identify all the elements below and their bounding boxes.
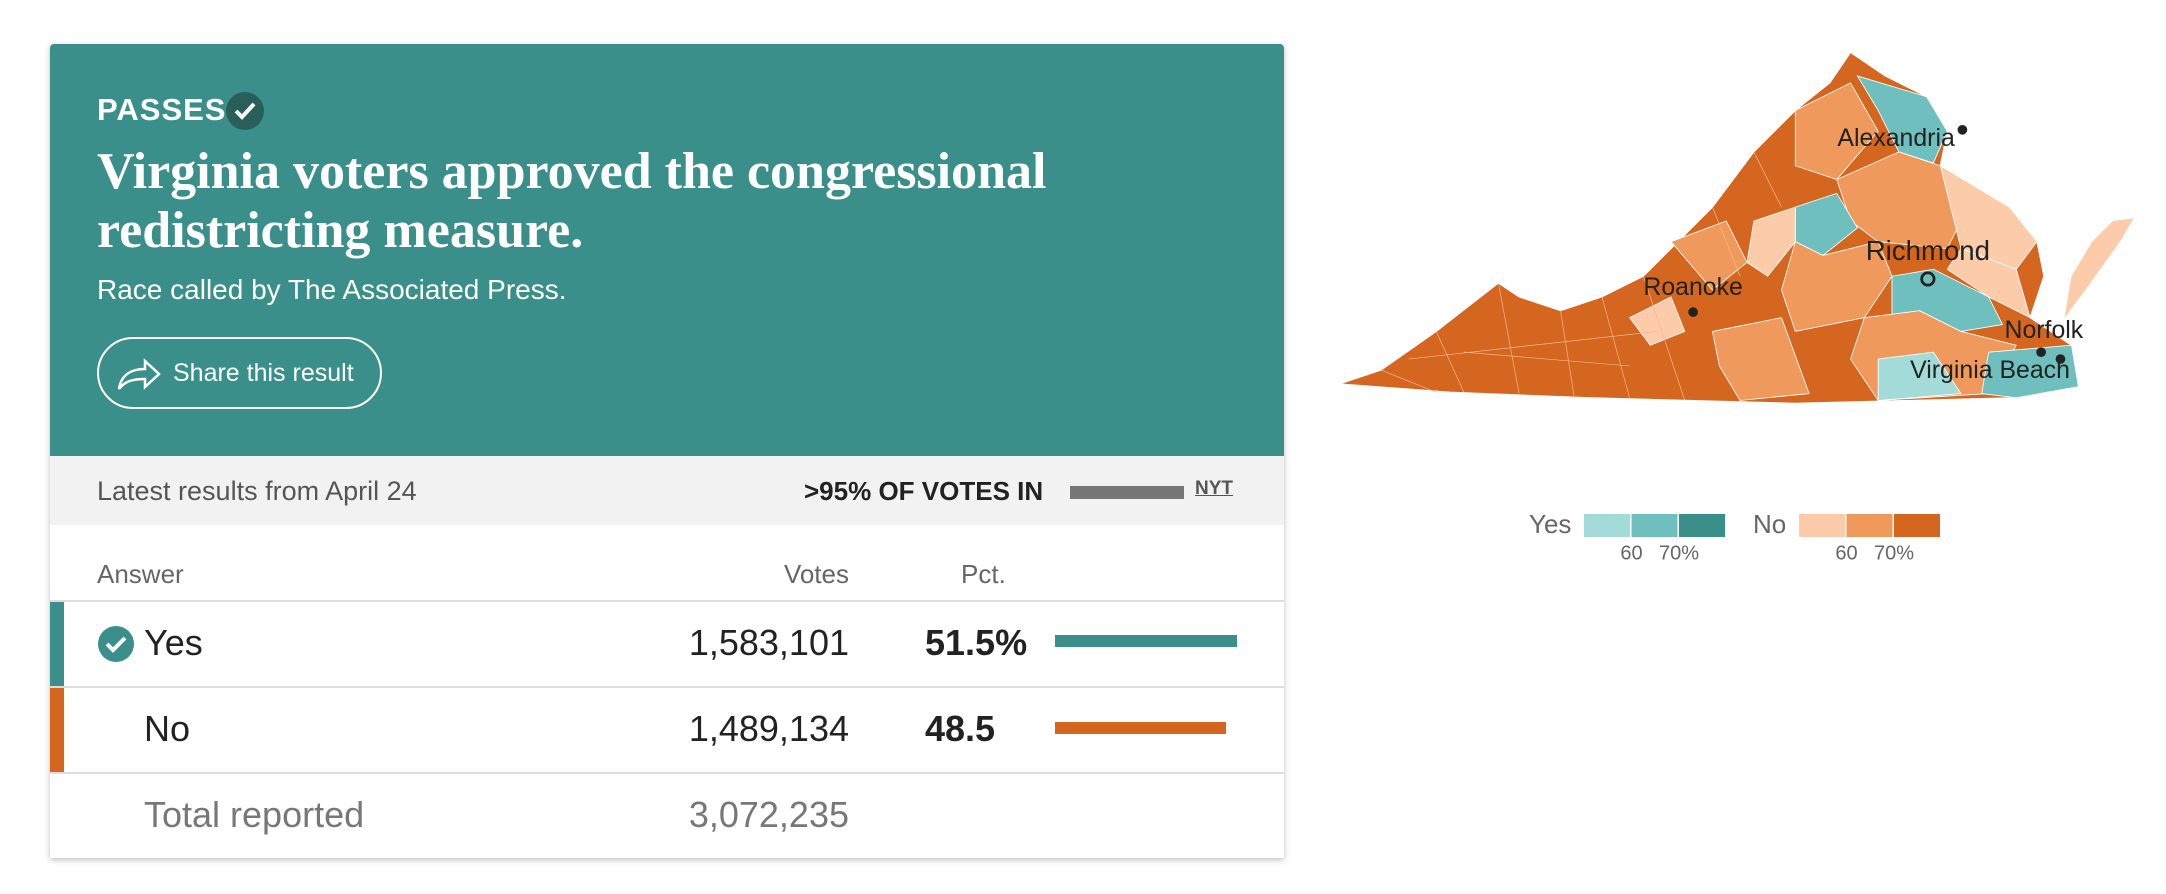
- votes: 1,583,101: [688, 622, 849, 663]
- city-dot: [2055, 354, 2066, 364]
- status: PASSES: [97, 92, 227, 127]
- col-votes: Votes: [783, 559, 849, 589]
- city-dot: [1957, 124, 1968, 135]
- city-dot: [1688, 307, 1698, 317]
- share-button[interactable]: Share this result: [97, 337, 382, 409]
- legend-swatch: [1799, 514, 1845, 537]
- pct: 48.5: [925, 708, 996, 749]
- header: PASSES Virginia voters approved the cong…: [50, 44, 1284, 456]
- progress-bar: [1070, 486, 1184, 499]
- pct-bar: [1055, 635, 1237, 647]
- legend-label: No: [1753, 509, 1786, 539]
- city-label: Virginia Beach: [1910, 357, 2070, 384]
- answer: Yes: [144, 622, 203, 663]
- latest-results: Latest results from April 24: [97, 476, 417, 506]
- source[interactable]: NYT: [1195, 478, 1233, 499]
- legend-swatch: [1584, 514, 1630, 537]
- share-label: Share this result: [173, 359, 354, 387]
- city-labels: Alexandria Richmond Roanoke Norfolk Virg…: [1643, 124, 2084, 384]
- county-patches: [1628, 75, 2079, 401]
- row-color-strip: [50, 602, 64, 686]
- capital-dot: [1920, 271, 1936, 287]
- total-label: Total reported: [144, 794, 365, 835]
- city-label: Roanoke: [1643, 274, 1742, 301]
- votes-in: >95% OF VOTES IN: [804, 476, 1044, 506]
- legend-tick: 60: [1835, 542, 1857, 564]
- legend-swatch: [1846, 514, 1893, 537]
- check-icon: [226, 92, 264, 130]
- votes: 1,489,134: [688, 708, 849, 749]
- city-dot: [2036, 347, 2046, 357]
- col-pct: Pct.: [961, 559, 1006, 589]
- legend-tick: 70%: [1874, 542, 1914, 564]
- city-label: Norfolk: [2005, 317, 2084, 344]
- row-rule: [50, 600, 1284, 602]
- title: Virginia voters approved the congression…: [97, 143, 1047, 259]
- status-bar: Latest results from April 24 >95% OF VOT…: [50, 456, 1284, 525]
- city-label: Richmond: [1866, 235, 1990, 266]
- county-lines: [1380, 151, 1782, 401]
- row-rule: [50, 772, 1284, 774]
- pct: 51.5%: [925, 622, 1028, 663]
- pct-bar: [1055, 722, 1227, 734]
- total-votes: 3,072,235: [688, 794, 849, 835]
- results-card: PASSES Virginia voters approved the cong…: [50, 44, 1284, 858]
- legend-label: Yes: [1529, 509, 1571, 539]
- legend-tick: 70%: [1659, 542, 1699, 564]
- eastern-shore: [2064, 218, 2134, 318]
- row-color-strip: [50, 688, 64, 772]
- share-icon: [117, 358, 161, 390]
- subtitle: Race called by The Associated Press.: [97, 274, 567, 305]
- state-shape: [1339, 51, 2080, 404]
- col-answer: Answer: [97, 559, 184, 589]
- legend-swatch: [1631, 514, 1678, 537]
- legend-swatch: [1894, 514, 1940, 537]
- answer: No: [144, 708, 191, 749]
- legend-tick: 60: [1620, 542, 1642, 564]
- winner-check: [98, 626, 134, 662]
- row-rule: [50, 686, 1284, 688]
- city-label: Alexandria: [1837, 125, 1955, 152]
- legend-swatch: [1679, 514, 1725, 537]
